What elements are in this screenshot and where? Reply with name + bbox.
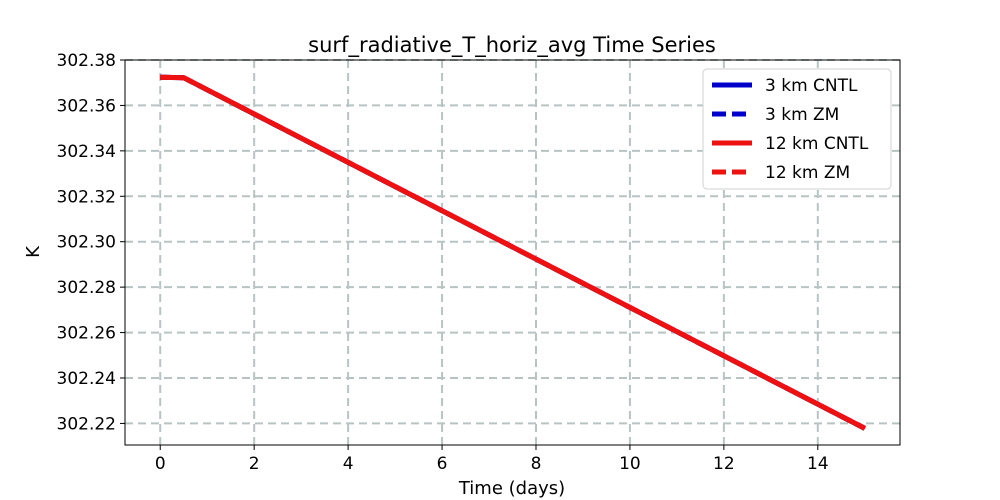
x-tick-label: 4 — [343, 454, 354, 474]
y-tick-label: 302.28 — [57, 278, 116, 298]
legend-label: 3 km CNTL — [765, 76, 858, 96]
y-tick-label: 302.34 — [57, 142, 116, 162]
series-line-12-km-zm — [160, 74, 866, 431]
x-axis-label: Time (days) — [458, 478, 565, 499]
legend-box — [702, 68, 892, 190]
y-tick-label: 302.38 — [57, 51, 116, 71]
x-tick-label: 8 — [531, 454, 542, 474]
y-tick-label: 302.24 — [57, 369, 116, 389]
series-lines — [160, 74, 866, 431]
x-tick-label: 10 — [619, 454, 641, 474]
legend-label: 3 km ZM — [765, 105, 839, 125]
x-tick-label: 6 — [437, 454, 448, 474]
y-tick-label: 302.36 — [57, 96, 116, 116]
y-tick-label: 302.22 — [57, 414, 116, 434]
x-tick-label: 0 — [155, 454, 166, 474]
x-tick-label: 14 — [807, 454, 829, 474]
y-tick-label: 302.26 — [57, 324, 116, 344]
y-tick-label: 302.30 — [57, 233, 116, 253]
legend-label: 12 km CNTL — [765, 134, 869, 154]
y-axis-label: K — [23, 245, 44, 258]
chart-title: surf_radiative_T_horiz_avg Time Series — [308, 33, 716, 58]
x-axis: 0 2 4 6 8 10 12 14 — [155, 445, 829, 474]
x-tick-label: 12 — [713, 454, 735, 474]
y-axis: 302.22 302.24 302.26 302.28 302.30 302.32 302.… — [57, 51, 125, 434]
legend: 3 km CNTL 3 km ZM 12 km CNTL 12 km ZM — [702, 68, 892, 190]
y-tick-label: 302.32 — [57, 187, 116, 207]
legend-label: 12 km ZM — [765, 163, 850, 183]
x-tick-label: 2 — [249, 454, 260, 474]
plot-frame — [124, 59, 901, 446]
